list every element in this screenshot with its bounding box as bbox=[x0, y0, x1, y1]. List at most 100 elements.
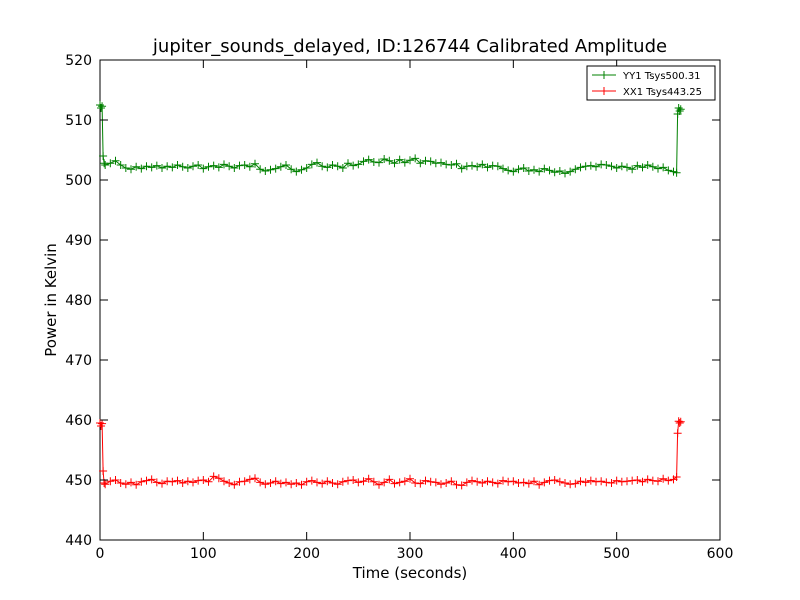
data-point bbox=[659, 163, 668, 172]
data-point bbox=[121, 164, 130, 172]
data-point bbox=[659, 474, 668, 483]
data-point bbox=[395, 155, 404, 164]
data-point bbox=[235, 477, 244, 486]
x-tick-label: 200 bbox=[293, 546, 320, 562]
data-point bbox=[416, 479, 425, 488]
data-point bbox=[555, 167, 564, 175]
data-point bbox=[514, 165, 523, 174]
data-point bbox=[540, 478, 549, 487]
data-point bbox=[276, 162, 285, 171]
data-point bbox=[509, 167, 518, 176]
legend-entry-yy1: YY1 Tsys500.31 bbox=[592, 71, 701, 82]
data-point bbox=[137, 164, 146, 173]
data-point bbox=[421, 156, 430, 165]
data-point bbox=[643, 475, 652, 484]
data-point bbox=[127, 165, 135, 174]
data-point bbox=[266, 165, 275, 174]
data-point bbox=[550, 476, 559, 484]
data-point bbox=[111, 156, 120, 165]
data-point bbox=[214, 474, 223, 483]
data-point bbox=[225, 479, 234, 487]
data-point bbox=[359, 157, 368, 166]
data-point bbox=[566, 167, 575, 176]
data-point bbox=[675, 419, 684, 427]
data-point bbox=[442, 479, 451, 487]
data-point bbox=[163, 162, 172, 171]
data-point bbox=[612, 164, 621, 172]
legend-entry-xx1: XX1 Tsys443.25 bbox=[592, 87, 702, 98]
data-point bbox=[406, 156, 414, 165]
data-point bbox=[586, 476, 595, 485]
data-point bbox=[318, 479, 327, 488]
data-point bbox=[581, 478, 590, 487]
data-point bbox=[204, 477, 213, 486]
data-point bbox=[230, 164, 239, 172]
data-point bbox=[524, 479, 533, 488]
y-axis-label: Power in Kelvin bbox=[42, 243, 60, 357]
data-point bbox=[256, 165, 265, 174]
data-point bbox=[230, 480, 239, 489]
data-point bbox=[672, 473, 681, 481]
data-point bbox=[390, 159, 399, 168]
data-point bbox=[318, 162, 327, 171]
data-point bbox=[499, 476, 507, 485]
data-point bbox=[354, 478, 363, 487]
data-point bbox=[199, 164, 208, 173]
data-point bbox=[364, 474, 373, 483]
data-point bbox=[178, 162, 187, 171]
data-point bbox=[607, 479, 616, 487]
data-point bbox=[369, 158, 378, 166]
data-point bbox=[173, 476, 182, 485]
series-0 bbox=[96, 101, 685, 178]
data-point bbox=[400, 158, 409, 167]
data-point bbox=[607, 162, 616, 171]
data-point bbox=[576, 477, 585, 486]
data-point bbox=[235, 161, 244, 170]
data-point bbox=[183, 477, 192, 486]
y-tick-label: 470 bbox=[65, 353, 92, 369]
data-point bbox=[462, 162, 471, 171]
data-point bbox=[132, 480, 141, 489]
data-point bbox=[152, 161, 161, 170]
data-point bbox=[504, 477, 513, 486]
data-point bbox=[576, 163, 585, 172]
data-point bbox=[240, 161, 249, 169]
data-point bbox=[220, 477, 228, 486]
data-point bbox=[483, 477, 492, 486]
data-point bbox=[623, 163, 631, 172]
data-point bbox=[271, 477, 280, 486]
data-point bbox=[676, 417, 685, 426]
data-point bbox=[380, 155, 389, 163]
x-tick-label: 600 bbox=[707, 546, 734, 562]
data-point bbox=[514, 479, 523, 487]
y-tick-label: 490 bbox=[65, 233, 92, 249]
data-point bbox=[328, 479, 337, 487]
data-point bbox=[287, 480, 296, 489]
data-point bbox=[540, 164, 549, 173]
data-point bbox=[189, 162, 197, 171]
data-point bbox=[354, 160, 363, 169]
data-point bbox=[364, 155, 373, 164]
data-point bbox=[617, 477, 626, 486]
data-point bbox=[674, 417, 683, 426]
data-point bbox=[592, 162, 600, 171]
data-point bbox=[504, 166, 513, 175]
data-point bbox=[375, 158, 383, 167]
data-point bbox=[385, 156, 394, 165]
y-tick-label: 510 bbox=[65, 113, 92, 129]
data-point bbox=[483, 163, 492, 172]
data-point bbox=[452, 480, 461, 489]
data-point bbox=[571, 165, 580, 174]
data-point bbox=[664, 476, 673, 485]
data-point bbox=[561, 169, 569, 178]
data-point bbox=[648, 162, 657, 171]
x-axis-label: Time (seconds) bbox=[352, 564, 468, 582]
data-point bbox=[643, 161, 652, 169]
data-point bbox=[462, 478, 471, 487]
data-point bbox=[390, 479, 399, 488]
data-point bbox=[597, 477, 606, 486]
data-point bbox=[602, 478, 611, 487]
data-point bbox=[142, 162, 151, 171]
data-point bbox=[447, 477, 456, 486]
